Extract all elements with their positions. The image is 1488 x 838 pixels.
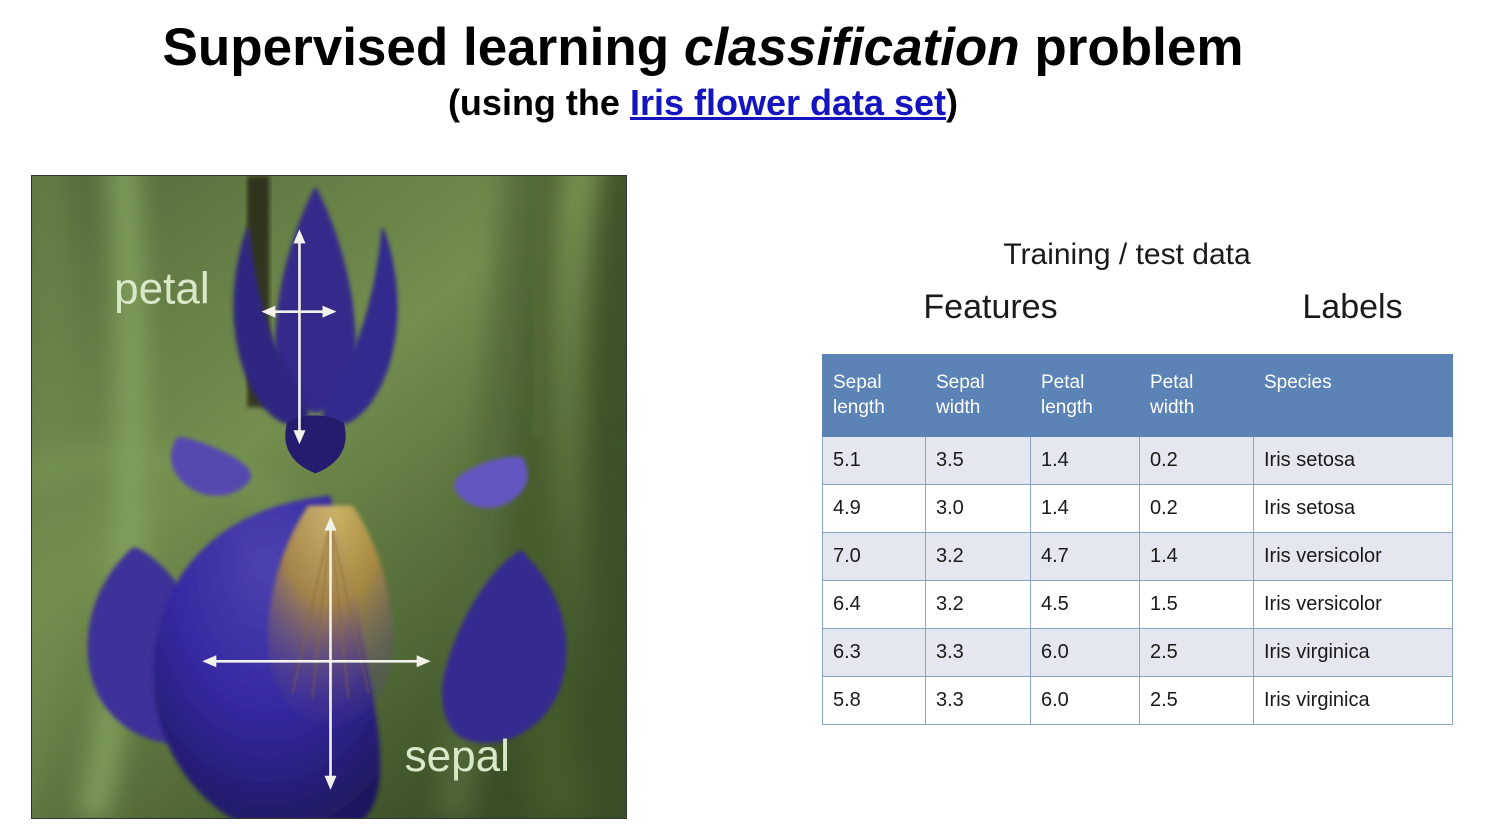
- svg-text:sepal: sepal: [405, 732, 510, 781]
- svg-text:petal: petal: [114, 265, 210, 314]
